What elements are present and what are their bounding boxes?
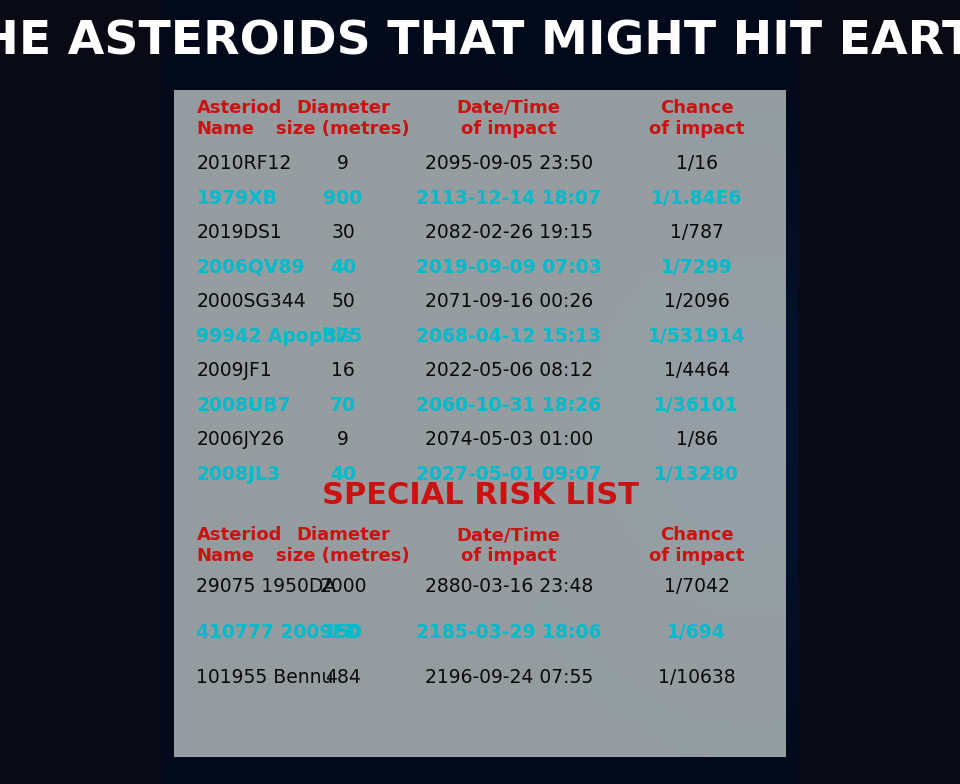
Text: 2074-05-03 01:00: 2074-05-03 01:00: [424, 430, 592, 449]
Text: Diameter
size (metres): Diameter size (metres): [276, 99, 410, 138]
Text: 1/787: 1/787: [670, 223, 724, 242]
Text: 2000: 2000: [320, 577, 367, 597]
Text: 2008JL3: 2008JL3: [197, 465, 280, 484]
Text: 1/7042: 1/7042: [663, 577, 730, 597]
Text: Date/Time
of impact: Date/Time of impact: [457, 99, 561, 138]
Text: Asteriod
Name: Asteriod Name: [197, 526, 282, 565]
Text: 2185-03-29 18:06: 2185-03-29 18:06: [416, 622, 601, 642]
Text: 2006JY26: 2006JY26: [197, 430, 284, 449]
Text: Chance
of impact: Chance of impact: [649, 99, 744, 138]
Text: 2027-05-01 09:07: 2027-05-01 09:07: [416, 465, 601, 484]
Text: 1/4464: 1/4464: [663, 361, 730, 380]
Text: 70: 70: [330, 396, 356, 415]
Text: Chance
of impact: Chance of impact: [649, 526, 744, 565]
Text: 1/10638: 1/10638: [658, 668, 735, 688]
Text: 9: 9: [337, 154, 348, 173]
Text: 1979XB: 1979XB: [197, 189, 277, 208]
Text: 40: 40: [330, 258, 356, 277]
Text: 1/13280: 1/13280: [655, 465, 739, 484]
Text: 2113-12-14 18:07: 2113-12-14 18:07: [417, 189, 601, 208]
Text: Diameter
size (metres): Diameter size (metres): [276, 526, 410, 565]
Text: 900: 900: [324, 189, 363, 208]
Text: 2010RF12: 2010RF12: [197, 154, 292, 173]
Text: 2060-10-31 18:26: 2060-10-31 18:26: [416, 396, 601, 415]
Text: 40: 40: [330, 465, 356, 484]
Text: 2000SG344: 2000SG344: [197, 292, 306, 311]
Text: 375: 375: [324, 327, 363, 346]
Text: 30: 30: [331, 223, 355, 242]
Text: 484: 484: [325, 668, 361, 688]
Text: 1/2096: 1/2096: [663, 292, 730, 311]
Text: 2019-09-09 07:03: 2019-09-09 07:03: [416, 258, 602, 277]
Text: 1/16: 1/16: [676, 154, 718, 173]
Text: 2008UB7: 2008UB7: [197, 396, 291, 415]
Text: 2019DS1: 2019DS1: [197, 223, 282, 242]
Text: 1/531914: 1/531914: [648, 327, 746, 346]
Text: 99942 Apophis: 99942 Apophis: [197, 327, 353, 346]
Text: Asteriod
Name: Asteriod Name: [197, 99, 282, 138]
Text: 2196-09-24 07:55: 2196-09-24 07:55: [424, 668, 592, 688]
Bar: [174, 90, 786, 757]
Text: 50: 50: [331, 292, 355, 311]
Text: 2880-03-16 23:48: 2880-03-16 23:48: [424, 577, 592, 597]
Text: 1/7299: 1/7299: [660, 258, 732, 277]
Text: 1/1.84E6: 1/1.84E6: [651, 189, 742, 208]
Text: 2006QV89: 2006QV89: [197, 258, 305, 277]
Text: 16: 16: [331, 361, 355, 380]
Text: 410777 2009FD: 410777 2009FD: [197, 622, 362, 642]
Text: 29075 1950DA: 29075 1950DA: [197, 577, 336, 597]
Text: 2009JF1: 2009JF1: [197, 361, 273, 380]
Text: 9: 9: [337, 430, 348, 449]
Text: 2095-09-05 23:50: 2095-09-05 23:50: [424, 154, 592, 173]
Text: 150: 150: [324, 622, 363, 642]
Text: Date/Time
of impact: Date/Time of impact: [457, 526, 561, 565]
Text: 2068-04-12 15:13: 2068-04-12 15:13: [416, 327, 601, 346]
Text: 2082-02-26 19:15: 2082-02-26 19:15: [424, 223, 592, 242]
Text: 101955 Bennu: 101955 Bennu: [197, 668, 334, 688]
Text: THE ASTEROIDS THAT MIGHT HIT EARTH: THE ASTEROIDS THAT MIGHT HIT EARTH: [0, 20, 960, 64]
Text: 1/36101: 1/36101: [655, 396, 739, 415]
Text: 1/86: 1/86: [676, 430, 718, 449]
Text: SPECIAL RISK LIST: SPECIAL RISK LIST: [322, 481, 638, 510]
Text: 2071-09-16 00:26: 2071-09-16 00:26: [424, 292, 592, 311]
Text: 2022-05-06 08:12: 2022-05-06 08:12: [424, 361, 592, 380]
Text: 1/694: 1/694: [667, 622, 726, 642]
